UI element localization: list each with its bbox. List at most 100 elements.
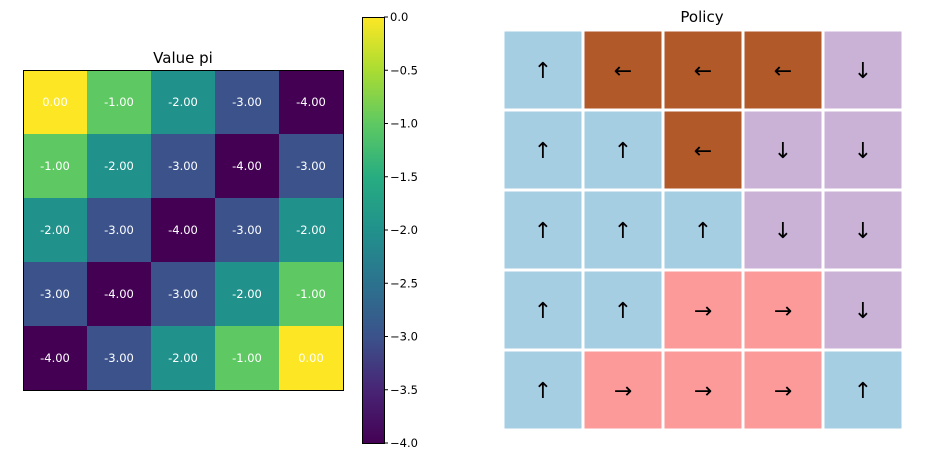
colorbar-tick-label: 0.0 [390, 10, 408, 24]
policy-cell [581, 108, 665, 192]
policy-cell [581, 28, 665, 112]
heatmap-cell-label: -1.00 [296, 287, 326, 301]
policy-grid-panel: Policy ↑ ← ← ← ↓ ↑ ↑ ← ↓ ↓ ↑ ↑ ↑ ↓ ↓ ↑ ↑ → → ↓ ↑ → → → ↑ [501, 8, 905, 432]
heatmap-cell-label: 0.00 [298, 351, 324, 365]
heatmap-cell [215, 326, 280, 391]
policy-arrow: ↓ [854, 139, 872, 164]
policy-arrow: ↓ [854, 299, 872, 324]
heatmap-cell [279, 262, 344, 327]
heatmap-cell-label: -2.00 [168, 95, 198, 109]
policy-cell [661, 28, 745, 112]
heatmap-cell-label: -3.00 [232, 223, 262, 237]
policy-arrow: ↑ [614, 299, 632, 324]
colorbar-tick-label: −3.0 [390, 330, 418, 344]
policy-grid-cells: ↑ ← ← ← ↓ ↑ ↑ ← ↓ ↓ ↑ ↑ ↑ ↓ ↓ ↑ ↑ → → ↓ ↑ → → → ↑ [501, 28, 905, 432]
policy-cell [501, 188, 585, 272]
colorbar-tick-label: −2.5 [390, 276, 418, 290]
policy-arrow: ↓ [774, 139, 792, 164]
heatmap-cell-label: -3.00 [296, 159, 326, 173]
heatmap-cell [23, 262, 88, 327]
value-heatmap-cells: 0.00 -1.00 -2.00 -3.00 -4.00 -1.00 -2.00 -3.00 -… [23, 70, 344, 391]
heatmap-cell-label: -4.00 [168, 223, 198, 237]
policy-arrow: ↑ [854, 379, 872, 404]
policy-arrow: ← [614, 59, 632, 84]
heatmap-cell [23, 70, 88, 135]
policy-arrow: ↑ [694, 219, 712, 244]
value-heatmap-frame [23, 70, 344, 391]
heatmap-cell [279, 326, 344, 391]
value-heatmap-title: Value pi [153, 49, 213, 67]
policy-arrow: ← [694, 59, 712, 84]
policy-arrow: ↑ [534, 139, 552, 164]
policy-cell [821, 108, 905, 192]
policy-cell [821, 348, 905, 432]
value-heatmap-panel: Value pi 0.00 -1.00 -2.00 -3.00 -4.00 -1.00 -2… [23, 49, 344, 391]
heatmap-cell [151, 70, 216, 135]
policy-arrow: ← [694, 139, 712, 164]
heatmap-cell [87, 134, 152, 199]
policy-arrow: → [614, 379, 632, 404]
heatmap-cell [215, 70, 280, 135]
policy-arrow: → [694, 299, 712, 324]
heatmap-cell [279, 70, 344, 135]
colorbar-tick-label: −1.5 [390, 170, 418, 184]
heatmap-cell-label: -3.00 [232, 95, 262, 109]
heatmap-cell-label: -3.00 [168, 159, 198, 173]
policy-arrow: ↑ [534, 379, 552, 404]
colorbar-tick-label: −1.0 [390, 117, 418, 131]
heatmap-cell-label: -3.00 [104, 223, 134, 237]
heatmap-cell [151, 134, 216, 199]
heatmap-cell-label: -2.00 [296, 223, 326, 237]
policy-arrow: ↓ [854, 59, 872, 84]
policy-cell [501, 268, 585, 352]
policy-arrow: ↑ [614, 219, 632, 244]
policy-cell [501, 28, 585, 112]
policy-grid-title: Policy [680, 8, 723, 26]
heatmap-cell-label: -3.00 [168, 287, 198, 301]
heatmap-cell-label: -4.00 [232, 159, 262, 173]
heatmap-cell [279, 134, 344, 199]
policy-cell [741, 108, 825, 192]
heatmap-cell [215, 262, 280, 327]
heatmap-cell [23, 326, 88, 391]
heatmap-cell [23, 134, 88, 199]
heatmap-cell-label: -2.00 [232, 287, 262, 301]
heatmap-cell [87, 262, 152, 327]
colorbar-tick-label: −3.5 [390, 383, 418, 397]
policy-arrow: ↑ [614, 139, 632, 164]
heatmap-cell [23, 198, 88, 263]
colorbar-tick-label: −4.0 [390, 436, 418, 450]
policy-cell [581, 348, 665, 432]
policy-cell [501, 348, 585, 432]
colorbar-gradient [362, 17, 384, 444]
heatmap-cell-label: -1.00 [40, 159, 70, 173]
heatmap-cell [151, 262, 216, 327]
heatmap-cell-label: 0.00 [42, 95, 68, 109]
heatmap-cell [87, 326, 152, 391]
heatmap-cell [151, 198, 216, 263]
policy-cell [581, 268, 665, 352]
colorbar: 0.0 −0.5 −1.0 −1.5 −2.0 −2.5 −3.0 −3.5 −4.0 [362, 10, 418, 450]
colorbar-tick-label: −0.5 [390, 63, 418, 77]
heatmap-cell-label: -2.00 [168, 351, 198, 365]
heatmap-cell [87, 70, 152, 135]
heatmap-cell-label: -4.00 [104, 287, 134, 301]
heatmap-cell [87, 198, 152, 263]
heatmap-cell [215, 134, 280, 199]
policy-arrow: ↑ [534, 59, 552, 84]
policy-arrow: → [774, 379, 792, 404]
heatmap-cell-label: -3.00 [104, 351, 134, 365]
heatmap-cell [151, 326, 216, 391]
policy-arrow: → [694, 379, 712, 404]
heatmap-cell-label: -1.00 [104, 95, 134, 109]
policy-arrow: ← [774, 59, 792, 84]
heatmap-cell-label: -1.00 [232, 351, 262, 365]
colorbar-tick-label: −2.0 [390, 223, 418, 237]
heatmap-cell [279, 198, 344, 263]
heatmap-cell [215, 198, 280, 263]
policy-arrow: ↓ [774, 219, 792, 244]
heatmap-cell-label: -3.00 [40, 287, 70, 301]
policy-arrow: ↑ [534, 299, 552, 324]
heatmap-cell-label: -4.00 [296, 95, 326, 109]
